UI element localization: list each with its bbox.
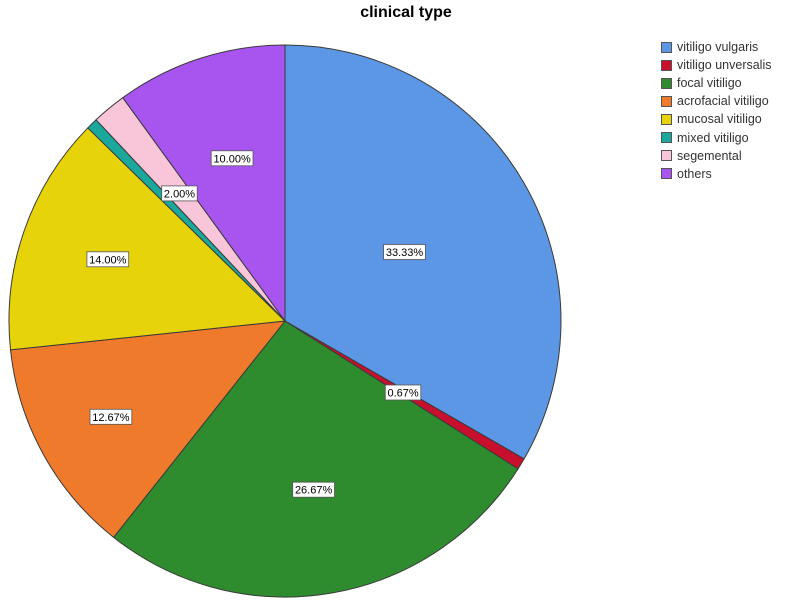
- legend-swatch-segemental: [661, 150, 672, 162]
- data-label-segemental: 2.00%: [161, 185, 198, 202]
- legend-item-segemental: segemental: [661, 147, 771, 165]
- legend-item-mixed-vitiligo: mixed vitiligo: [661, 128, 771, 146]
- pie-data-labels: 33.33% 0.67% 26.67% 12.67% 14.00% 2.00% 10.00%: [86, 150, 426, 498]
- chart-title: clinical type: [360, 4, 452, 21]
- svg-text:12.67%: 12.67%: [92, 412, 130, 424]
- legend-label: mixed vitiligo: [677, 130, 749, 145]
- data-label-others: 10.00%: [210, 150, 254, 167]
- legend-item-vitiligo-vulgaris: vitiligo vulgaris: [661, 38, 771, 56]
- pie-slice-acrofacial-vitiligo: [9, 320, 287, 539]
- legend-label: acrofacial vitiligo: [677, 94, 769, 109]
- data-label-focal-vitiligo: 26.67%: [292, 481, 335, 498]
- svg-text:33.33%: 33.33%: [386, 247, 424, 259]
- legend-label: mucosal vitiligo: [677, 112, 762, 127]
- legend: vitiligo vulgaris vitiligo unversalis foca…: [661, 38, 771, 183]
- svg-text:26.67%: 26.67%: [295, 485, 333, 497]
- data-label-acrofacial-vitiligo: 12.67%: [89, 408, 133, 425]
- legend-swatch-vitiligo-vulgaris: [661, 41, 672, 53]
- legend-swatch-mixed-vitiligo: [661, 132, 672, 144]
- svg-text:10.00%: 10.00%: [213, 153, 251, 165]
- svg-text:2.00%: 2.00%: [164, 188, 195, 200]
- legend-swatch-vitiligo-unversalis: [661, 59, 672, 71]
- pie-slice-others: [122, 44, 286, 323]
- data-label-vitiligo-vulgaris: 33.33%: [383, 244, 426, 260]
- data-label-vitiligo-unversalis: 0.67%: [384, 384, 422, 401]
- legend-swatch-acrofacial-vitiligo: [661, 95, 672, 107]
- pie-slices: [8, 44, 562, 598]
- svg-text:14.00%: 14.00%: [89, 254, 127, 266]
- legend-swatch-others: [661, 168, 672, 180]
- pie-slice-mucosal-vitiligo: [8, 127, 287, 351]
- legend-label: vitiligo vulgaris: [677, 40, 759, 55]
- legend-item-others: others: [661, 165, 771, 183]
- svg-text:0.67%: 0.67%: [387, 388, 418, 400]
- legend-item-focal-vitiligo: focal vitiligo: [661, 74, 771, 92]
- legend-item-vitiligo-unversalis: vitiligo unversalis: [661, 56, 771, 74]
- legend-label: focal vitiligo: [677, 76, 742, 91]
- legend-swatch-mucosal-vitiligo: [661, 113, 672, 125]
- legend-label: others: [677, 166, 712, 181]
- data-label-mucosal-vitiligo: 14.00%: [86, 251, 130, 268]
- legend-label: vitiligo unversalis: [677, 58, 772, 73]
- legend-item-acrofacial-vitiligo: acrofacial vitiligo: [661, 92, 771, 110]
- legend-swatch-focal-vitiligo: [661, 77, 672, 89]
- legend-item-mucosal-vitiligo: mucosal vitiligo: [661, 110, 771, 128]
- pie-slice-focal-vitiligo: [112, 320, 519, 598]
- legend-label: segemental: [677, 148, 742, 163]
